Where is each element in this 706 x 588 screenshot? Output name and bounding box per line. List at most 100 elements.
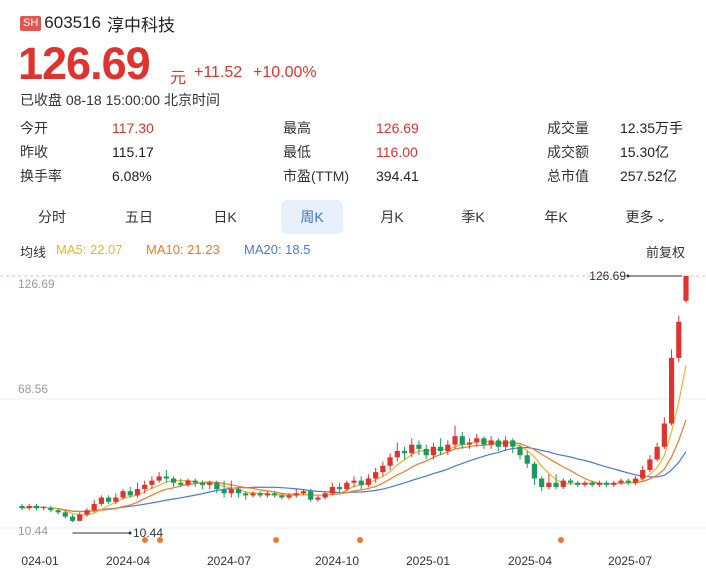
candle-body	[322, 493, 328, 498]
candle-body	[315, 497, 321, 500]
candle-body	[26, 506, 32, 509]
candle-body	[178, 482, 184, 485]
stat-label: 今开	[20, 120, 48, 136]
event-marker-dot	[273, 537, 279, 543]
candle-body	[632, 478, 639, 483]
stat-label: 总市值	[547, 168, 589, 184]
stat-label: 换手率	[20, 168, 62, 184]
candle-body	[77, 514, 83, 521]
ma-label[interactable]: 均线	[20, 245, 47, 260]
candle-body	[438, 446, 444, 451]
candle-body	[466, 442, 473, 445]
tab-6[interactable]: 年K	[544, 209, 568, 225]
kline-chart[interactable]: 126.69 68.56 10.44 126.69 10.44 024-01 2024-04…	[0, 260, 706, 588]
candle-body	[560, 480, 566, 487]
tab-7[interactable]: 更多 ⌄	[625, 209, 667, 225]
candle-body	[661, 423, 667, 447]
candle-body	[199, 482, 206, 485]
stat-label: 昨收	[20, 144, 48, 160]
candle-body	[387, 457, 393, 466]
candle-body	[19, 506, 25, 509]
tab-4[interactable]: 月K	[380, 209, 404, 225]
candle-body	[41, 507, 47, 509]
candle-body	[127, 491, 133, 496]
candle-body	[502, 440, 509, 447]
tab-5[interactable]: 季K	[461, 209, 485, 225]
candle-body	[459, 436, 465, 445]
stat-value: 116.00	[376, 144, 418, 160]
candle-body	[604, 482, 610, 485]
x-axis-label: 024-01	[21, 554, 59, 568]
tab-1[interactable]: 五日	[125, 209, 153, 225]
stock-name: 淳中科技	[107, 15, 176, 35]
stat-value: 394.41	[376, 168, 419, 184]
x-axis-label: 2024-04	[106, 554, 150, 568]
candle-body	[308, 491, 314, 500]
ma20-line	[21, 446, 687, 513]
candle-body	[55, 510, 61, 513]
candle-body	[567, 480, 574, 483]
x-axis-label: 2024-07	[207, 554, 251, 568]
candle-body	[336, 486, 343, 490]
candle-body	[279, 495, 285, 498]
max-marker-dot	[626, 274, 630, 278]
candle-body	[445, 444, 451, 451]
candle-body	[394, 450, 400, 458]
candle-body	[163, 476, 169, 479]
candle-body	[257, 493, 263, 496]
current-price: 126.69	[18, 38, 151, 89]
chevron-down-icon: ⌄	[655, 210, 667, 225]
event-marker-dot	[142, 537, 148, 543]
candle-body	[106, 497, 112, 502]
market-status: 已收盘 08-18 15:00:00 北京时间	[20, 92, 220, 108]
stat-value: 115.17	[112, 144, 154, 160]
stat-label: 成交额	[547, 144, 589, 160]
stock-code: 603516	[44, 13, 102, 32]
candle-body	[589, 482, 595, 485]
candle-body	[373, 472, 379, 479]
tab-3[interactable]: 周K	[281, 200, 343, 234]
event-marker-dot	[357, 537, 363, 543]
min-marker-dot	[128, 531, 132, 535]
event-marker-dot	[558, 537, 564, 543]
candle-body	[481, 438, 487, 445]
tab-2[interactable]: 日K	[213, 209, 237, 225]
candle-body	[676, 321, 682, 358]
candle-body	[214, 482, 220, 490]
candle-body	[344, 482, 350, 490]
y-axis-label: 68.56	[18, 382, 48, 396]
ma5-value: MA5: 22.07	[56, 242, 123, 257]
y-axis-label: 126.69	[18, 277, 55, 291]
price-change-pct: +10.00%	[253, 64, 317, 81]
candle-body	[272, 493, 278, 496]
price-change: +11.52	[194, 64, 243, 81]
candle-body	[84, 510, 90, 515]
candle-body	[430, 446, 436, 456]
candle-body	[524, 455, 530, 464]
candle-body	[48, 508, 54, 511]
min-marker-label: 10.44	[133, 526, 163, 540]
tab-0[interactable]: 分时	[38, 209, 66, 225]
candle-body	[264, 493, 270, 496]
ma10-line	[21, 419, 687, 513]
price-unit: 元	[170, 70, 187, 87]
ma10-value: MA10: 21.23	[146, 242, 220, 257]
candle-body	[293, 493, 299, 496]
stat-label: 最高	[283, 120, 311, 136]
candle-body	[351, 480, 357, 483]
candle-body	[683, 276, 689, 301]
candle-body	[654, 446, 660, 460]
candle-body	[286, 495, 292, 498]
candle-body	[495, 440, 501, 447]
candle-body	[452, 436, 458, 445]
adjust-toggle[interactable]: 前复权	[646, 245, 686, 260]
candle-body	[553, 482, 559, 487]
x-axis-label: 2024-10	[315, 554, 359, 568]
candle-body	[409, 444, 415, 454]
candle-body	[488, 440, 494, 445]
candle-body	[91, 503, 97, 511]
candle-body	[539, 478, 545, 487]
candle-body	[358, 480, 364, 485]
candle-body	[329, 486, 335, 494]
candle-body	[134, 489, 141, 496]
